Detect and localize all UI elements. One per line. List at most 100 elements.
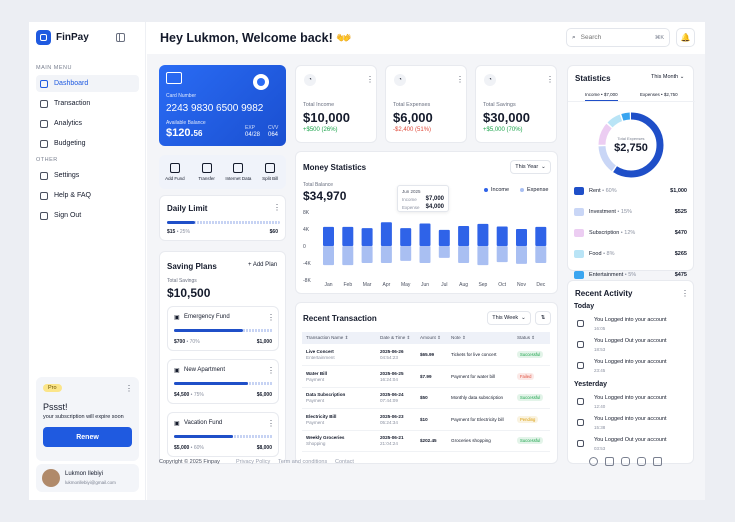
expense-bar[interactable] [361,246,373,263]
column-header[interactable]: Amount ⇕ [416,332,447,344]
sidebar-collapse-icon[interactable] [116,33,125,42]
action-label: Transfer [198,176,215,181]
plan-icon: ▣ [174,421,180,427]
credit-card[interactable]: Card Number 2243 9830 6500 9982 Availabl… [159,65,286,146]
privacy-link[interactable]: Privacy Policy [236,459,271,465]
income-bar[interactable] [496,226,508,246]
search-input[interactable] [580,34,641,41]
column-header[interactable]: Status ⇕ [513,332,550,344]
sidebar-item-help[interactable]: Help & FAQ [36,187,139,204]
saving-plan-item[interactable]: ▣ New Apartment ⋮ $4,500 • 75% $6,000 [167,359,279,404]
more-icon[interactable]: ⋮ [681,289,689,298]
sidebar-item-dashboard[interactable]: Dashboard [36,75,139,92]
expense-bar[interactable] [516,246,527,264]
instagram-icon[interactable] [621,457,630,466]
saving-plan-item[interactable]: ▣ Vacation Fund ⋮ $5,000 • 60% $8,000 [167,412,279,457]
activity-item[interactable]: You Logged into your account 15:38 [577,416,687,436]
table-row[interactable]: Weekly Groceries Shopping 2025-06-21 21:04:… [302,430,550,452]
legend-value: $470 [674,230,687,236]
user-profile[interactable]: Lukmon llebiyi lukmonllebiyi@gmail.com [36,464,139,492]
income-bar[interactable] [323,226,334,246]
user-name: Lukmon llebiyi [65,471,104,477]
income-bar[interactable] [477,223,489,246]
terms-link[interactable]: Term and conditions [278,459,328,465]
expense-bar[interactable] [535,246,547,263]
transaction-name: Weekly Groceries [306,435,345,441]
donut-slice[interactable] [598,112,664,178]
receipt-icon [265,163,276,173]
month-select[interactable]: This Month ⌄ [651,74,685,80]
expense-bar[interactable] [419,246,431,263]
more-icon[interactable]: ⋮ [267,419,275,428]
expense-bar[interactable] [323,246,334,266]
plan-amount-row: $5,000 • 60% [174,445,204,451]
expense-bar[interactable] [400,246,412,261]
linkedin-icon[interactable] [653,457,662,466]
sidebar-item-settings[interactable]: Settings [36,167,139,184]
income-bar[interactable] [419,223,431,246]
more-icon[interactable]: ⋮ [456,75,464,84]
internet-data-button[interactable]: Internet Data [223,155,255,189]
income-bar[interactable] [380,222,392,246]
tab-expenses[interactable]: Expenses • $2,750 [640,92,678,97]
more-icon[interactable]: ⋮ [125,384,133,393]
column-header[interactable]: Note ⇕ [447,332,513,344]
income-bar[interactable] [535,226,547,246]
income-bar[interactable] [458,226,470,246]
expense-bar[interactable] [438,246,450,258]
bell-icon[interactable]: 🔔 [676,28,695,47]
activity-item[interactable]: You Logged into your account 23:45 [577,359,687,379]
more-icon[interactable]: ⋮ [267,313,275,322]
period-select[interactable]: This Year ⌄ [510,160,551,174]
more-icon[interactable]: ⋮ [273,203,281,212]
week-select[interactable]: This Week ⌄ [487,311,531,325]
saving-plans-title: Saving Plans [167,262,217,271]
search-box[interactable]: ⌕ ⌘K [566,28,670,47]
renew-button[interactable]: Renew [43,427,132,447]
sidebar-item-transaction[interactable]: Transaction [36,95,139,112]
add-plan-button[interactable]: + Add Plan [248,262,278,268]
logo[interactable]: FinPay [36,30,89,45]
expense-bar[interactable] [458,246,470,263]
add-fund-button[interactable]: Add Fund [159,155,191,189]
sidebar-item-budgeting[interactable]: Budgeting [36,135,139,152]
column-header[interactable]: Date & Time ⇕ [376,332,416,344]
income-bar[interactable] [438,229,450,246]
sidebar-item-signout[interactable]: Sign Out [36,207,139,224]
income-bar[interactable] [342,226,354,246]
table-row[interactable]: Data Subscription Payment 2025-06-24 07:44:… [302,387,550,409]
income-bar[interactable] [516,229,527,246]
expense-bar[interactable] [477,246,489,266]
split-bill-button[interactable]: Split Bill [254,155,286,189]
legend-item[interactable]: Food • 8% $265 [574,249,687,259]
filter-icon[interactable]: ⇅ [535,311,551,325]
legend-item[interactable]: Subscription • 12% $470 [574,228,687,238]
transfer-button[interactable]: Transfer [191,155,223,189]
income-bar[interactable] [361,228,373,246]
youtube-icon[interactable] [637,457,646,466]
more-icon[interactable]: ⋮ [267,366,275,375]
activity-item[interactable]: You Logged into your account 12:40 [577,395,687,415]
activity-item[interactable]: You Logged Out your account 03:53 [577,437,687,457]
legend-item[interactable]: Investment • 15% $525 [574,207,687,217]
more-icon[interactable]: ⋮ [366,75,374,84]
contact-link[interactable]: Contact [335,459,354,465]
expense-bar[interactable] [496,246,508,263]
activity-item[interactable]: You Logged Out your account 18:53 [577,338,687,358]
legend-item[interactable]: Rent • 60% $1,000 [574,186,687,196]
table-row[interactable]: Water Bill Payment 2025-06-25 16:24:04 $7.99… [302,365,550,388]
x-icon[interactable] [605,457,614,466]
x-tick-label: Aug [459,282,468,288]
dribbble-icon[interactable] [589,457,598,466]
table-row[interactable]: Electricity Bill Payment 2025-06-23 05:24:3… [302,408,550,431]
more-icon[interactable]: ⋮ [546,75,554,84]
expense-bar[interactable] [342,246,354,266]
income-bar[interactable] [400,228,412,246]
legend-item[interactable]: Entertainment • 5% $475 [574,270,687,280]
activity-item[interactable]: You Logged into your account 16:05 [577,317,687,337]
sidebar-item-analytics[interactable]: Analytics [36,115,139,132]
table-row[interactable]: Live Concert Entertainment 2025-06-26 04:54… [302,344,550,366]
saving-plan-item[interactable]: ▣ Emergency Fund ⋮ $700 • 70% $1,000 [167,306,279,351]
expense-bar[interactable] [380,246,392,263]
column-header[interactable]: Transaction Name ⇕ [302,332,376,344]
